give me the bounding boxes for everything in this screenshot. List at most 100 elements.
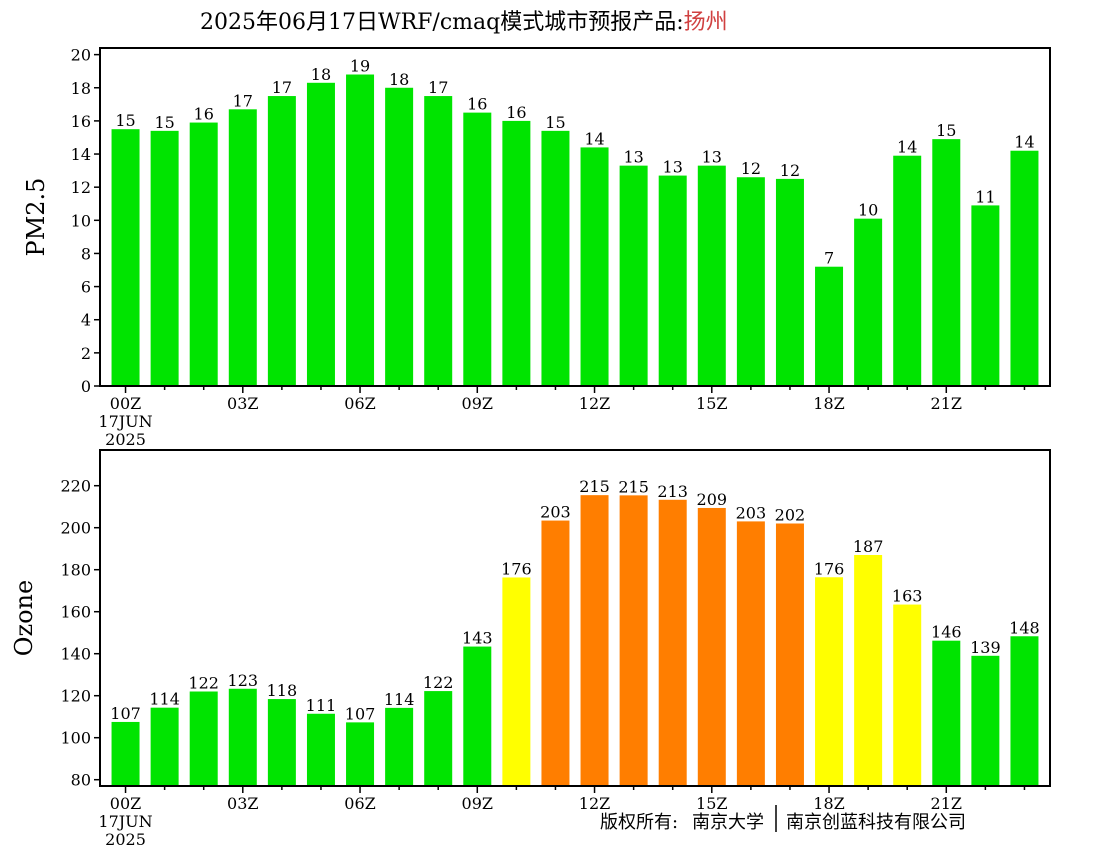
ozone-value-label: 203 <box>540 503 571 522</box>
pm25-y-tick-label: 20 <box>71 46 91 65</box>
ozone-value-label: 213 <box>657 482 688 501</box>
chart-title-main: 2025年06月17日WRF/cmaq模式城市预报产品: <box>200 10 684 35</box>
ozone-value-label: 114 <box>149 690 180 709</box>
ozone-bar <box>502 577 531 786</box>
pm25-value-label: 13 <box>702 148 722 167</box>
pm25-x-tick-label: 17JUN <box>98 412 152 431</box>
pm25-y-tick-label: 8 <box>81 244 91 263</box>
pm25-x-tick-label: 06Z <box>344 394 375 413</box>
pm25-bar <box>971 205 1000 386</box>
ozone-value-label: 148 <box>1009 618 1040 637</box>
pm25-bar <box>424 96 453 387</box>
ozone-x-tick-label: 03Z <box>227 794 258 813</box>
pm25-value-label: 14 <box>584 129 604 148</box>
ozone-x-tick-label: 18Z <box>813 794 844 813</box>
ozone-value-label: 123 <box>228 671 259 690</box>
pm25-x-tick-label: 2025 <box>105 430 146 449</box>
ozone-x-tick-label: 15Z <box>696 794 727 813</box>
ozone-bar <box>815 577 844 786</box>
ozone-value-label: 203 <box>736 503 767 522</box>
copyright-org-company: 南京创蓝科技有限公司 <box>786 812 966 833</box>
pm25-bar <box>658 175 687 386</box>
copyright-footer: 版权所有: 南京大学 南京创蓝科技有限公司 <box>600 805 966 833</box>
ozone-value-label: 202 <box>775 506 806 525</box>
pm25-value-label: 10 <box>858 201 878 220</box>
pm25-bar <box>502 120 531 386</box>
ozone-value-label: 122 <box>188 674 219 693</box>
ozone-bar <box>463 646 492 786</box>
copyright-org-nju: 南京大学 <box>692 812 764 833</box>
pm25-bars <box>111 74 1039 387</box>
ozone-value-label: 215 <box>618 477 649 496</box>
ozone-bar <box>658 499 687 786</box>
pm25-plot-frame <box>99 47 1051 387</box>
pm25-value-label: 13 <box>623 148 643 167</box>
pm25-bar <box>228 109 257 386</box>
pm25-y-tick-label: 14 <box>71 145 91 164</box>
pm25-bar <box>736 177 765 386</box>
pm25-y-axis-title: PM2.5 <box>22 178 50 257</box>
ozone-x-tick-label: 09Z <box>462 794 493 813</box>
ozone-value-label: 114 <box>384 690 415 709</box>
ozone-bar <box>619 495 648 786</box>
pm25-y-axis: 0 2 4 6 8 10 12 14 16 18 20 <box>71 46 100 396</box>
pm25-x-tick-label: 18Z <box>813 394 844 413</box>
ozone-value-label: 187 <box>853 537 884 556</box>
pm25-value-label: 16 <box>194 105 214 124</box>
ozone-y-tick-label: 160 <box>60 603 91 622</box>
pm25-bar <box>815 266 844 386</box>
pm25-x-tick-label: 03Z <box>227 394 258 413</box>
ozone-value-label: 209 <box>697 490 728 509</box>
pm25-value-label: 18 <box>389 70 409 89</box>
pm25-bar <box>932 139 961 386</box>
pm25-bar <box>541 130 570 386</box>
pm25-value-labels: 15 15 16 17 17 18 19 18 17 16 16 15 14 13 13 13 12 12 7 10 1… <box>115 57 1034 268</box>
pm25-y-tick-label: 10 <box>71 211 91 230</box>
ozone-bar <box>697 507 726 786</box>
ozone-x-tick-label: 12Z <box>579 794 610 813</box>
ozone-x-tick-label: 2025 <box>105 830 146 849</box>
pm25-bar <box>111 129 140 386</box>
pm25-bar <box>580 147 609 386</box>
pm25-value-label: 17 <box>272 78 292 97</box>
ozone-y-tick-label: 140 <box>60 645 91 664</box>
pm25-value-label: 14 <box>897 138 917 157</box>
ozone-plot-frame <box>99 449 1051 787</box>
ozone-panel: 107 114 122 123 118 111 107 114 122 143 176 203 215 2… <box>10 449 1051 849</box>
pm25-bar <box>346 74 375 387</box>
ozone-bar <box>854 555 883 786</box>
ozone-y-tick-label: 120 <box>60 687 91 706</box>
ozone-bar <box>971 655 1000 786</box>
pm25-x-tick-label: 15Z <box>696 394 727 413</box>
ozone-value-label: 118 <box>267 681 298 700</box>
ozone-y-tick-label: 100 <box>60 729 91 748</box>
ozone-bar <box>541 520 570 786</box>
pm25-y-tick-label: 2 <box>81 344 91 363</box>
pm25-y-tick-label: 18 <box>71 79 91 98</box>
pm25-value-label: 11 <box>975 187 995 206</box>
ozone-y-tick-label: 200 <box>60 519 91 538</box>
pm25-bar <box>775 178 804 386</box>
ozone-value-label: 176 <box>501 559 532 578</box>
ozone-value-label: 111 <box>306 696 337 715</box>
ozone-bar <box>111 721 140 786</box>
pm25-bar <box>893 155 922 386</box>
pm25-value-label: 15 <box>936 121 956 140</box>
chart-title: 2025年06月17日WRF/cmaq模式城市预报产品:扬州 <box>200 10 728 35</box>
pm25-value-label: 18 <box>311 65 331 84</box>
pm25-y-tick-label: 4 <box>81 311 91 330</box>
ozone-bar <box>424 691 453 786</box>
pm25-value-label: 19 <box>350 57 370 76</box>
chart-title-city: 扬州 <box>684 10 728 35</box>
ozone-bar <box>385 707 414 786</box>
ozone-bar <box>580 495 609 786</box>
pm25-x-tick-label: 12Z <box>579 394 610 413</box>
ozone-bar <box>150 707 179 786</box>
pm25-value-label: 12 <box>741 159 761 178</box>
pm25-bar <box>1010 150 1039 386</box>
ozone-bar <box>1010 636 1039 786</box>
ozone-x-tick-label: 17JUN <box>98 812 152 831</box>
ozone-value-label: 107 <box>345 704 376 723</box>
